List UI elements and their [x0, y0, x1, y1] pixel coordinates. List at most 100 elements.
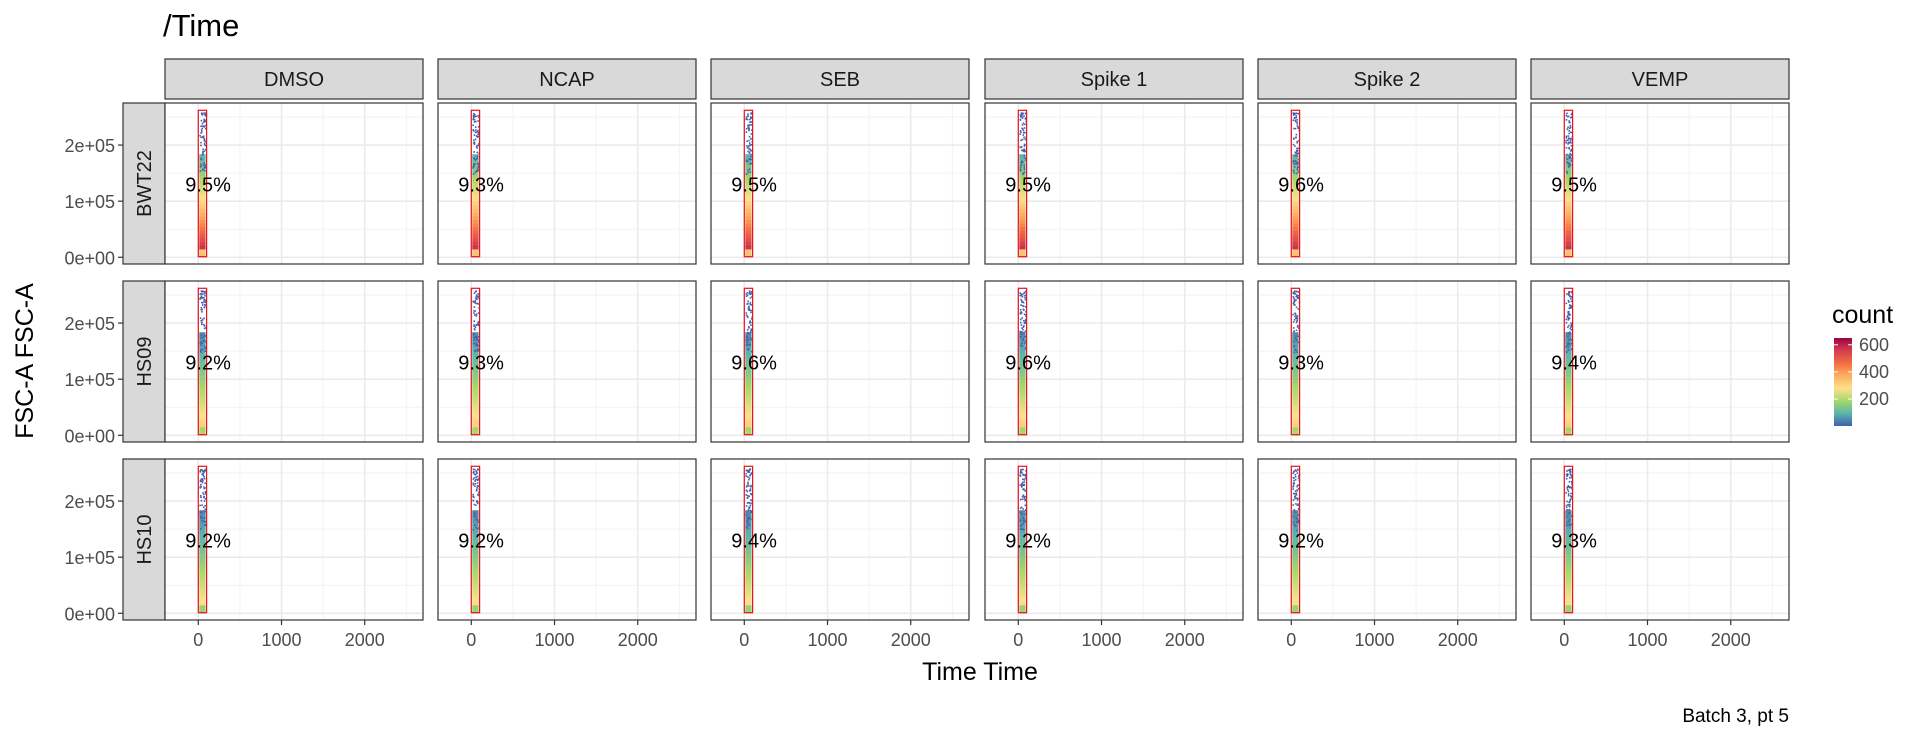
event-point: [750, 158, 753, 161]
event-point: [200, 349, 202, 352]
panel-background: [438, 281, 696, 442]
event-point: [1024, 335, 1027, 338]
density-cell: [472, 521, 479, 526]
density-cell: [199, 579, 206, 585]
density-cell: [199, 372, 206, 377]
density-cell: [1019, 234, 1026, 240]
panel-background: [711, 281, 969, 442]
event-point: [1569, 468, 1572, 471]
event-point: [204, 492, 207, 495]
event-point: [749, 321, 751, 324]
event-point: [1025, 116, 1027, 119]
panel-background: [985, 459, 1243, 620]
event-point: [1569, 124, 1572, 127]
event-point: [204, 524, 207, 526]
event-point: [1567, 485, 1570, 487]
event-point: [1296, 326, 1299, 328]
event-point: [1293, 345, 1296, 347]
event-point: [474, 480, 476, 482]
density-cell: [1019, 557, 1026, 563]
panel-border: [710, 458, 970, 621]
event-point: [1571, 480, 1573, 483]
density-cell: [1565, 398, 1572, 403]
density-cell: [745, 594, 752, 599]
density-cell: [1019, 550, 1026, 555]
density-cell: [1019, 216, 1026, 221]
event-point: [476, 151, 478, 154]
density-cell: [199, 587, 206, 592]
event-point: [1567, 349, 1570, 352]
event-point: [748, 524, 750, 526]
event-point: [1021, 512, 1023, 515]
event-point: [745, 505, 748, 507]
event-point: [1567, 143, 1569, 145]
event-point: [472, 129, 475, 131]
density-cell: [1019, 354, 1026, 359]
density-cell: [1292, 528, 1299, 533]
event-point: [750, 112, 753, 115]
event-point: [475, 476, 478, 478]
event-point: [472, 478, 475, 480]
event-point: [1567, 164, 1570, 167]
gate-rectangle: [1290, 287, 1301, 436]
event-point: [201, 297, 204, 299]
panel-border: [710, 280, 970, 443]
event-point: [1023, 496, 1025, 498]
event-point: [1565, 141, 1567, 144]
event-point: [750, 473, 752, 476]
event-point: [473, 468, 476, 471]
event-point: [750, 304, 753, 306]
event-point: [750, 143, 753, 146]
event-point: [202, 470, 204, 473]
density-cell: [745, 390, 752, 396]
event-point: [748, 292, 751, 294]
event-point: [1022, 150, 1025, 153]
event-point: [200, 306, 203, 309]
event-point: [202, 135, 205, 138]
event-point: [746, 335, 748, 338]
event-point: [1023, 127, 1026, 129]
event-point: [1565, 153, 1568, 156]
event-point: [200, 333, 203, 336]
density-cell: [1292, 168, 1299, 174]
event-point: [1569, 138, 1572, 140]
event-point: [1022, 488, 1025, 490]
density-cell: [745, 165, 752, 170]
event-point: [1569, 156, 1572, 159]
event-point: [749, 303, 752, 305]
event-point: [1569, 314, 1571, 316]
event-point: [1297, 166, 1300, 168]
density-cell: [1565, 524, 1572, 530]
density-cell: [1565, 583, 1572, 588]
event-point: [748, 142, 751, 144]
density-cell: [199, 543, 206, 548]
event-point: [1567, 469, 1570, 472]
density-cell: [472, 405, 479, 410]
density-cell: [745, 528, 752, 533]
density-cell: [1292, 365, 1299, 370]
gate-percent-label: 9.6%: [731, 352, 777, 374]
event-point: [203, 118, 206, 121]
event-point: [476, 157, 479, 159]
density-cell: [472, 594, 479, 599]
density-cell: [1292, 187, 1299, 192]
density-cell: [1292, 572, 1299, 577]
density-cell: [1565, 405, 1572, 410]
event-point: [476, 158, 478, 160]
event-point: [1292, 143, 1295, 146]
event-point: [473, 143, 476, 145]
event-point: [1570, 148, 1573, 151]
density-cell: [1565, 234, 1572, 240]
density-cell: [472, 401, 479, 407]
density-cell: [1019, 368, 1026, 374]
density-cell: [1565, 546, 1572, 552]
event-point: [477, 343, 479, 346]
density-cell: [1565, 227, 1572, 232]
event-point: [747, 509, 750, 511]
density-cell: [1292, 423, 1299, 428]
event-point: [200, 157, 202, 160]
density-cell: [1565, 572, 1572, 577]
event-point: [472, 165, 475, 168]
density-cell: [745, 401, 752, 407]
density-cell: [1292, 157, 1299, 163]
